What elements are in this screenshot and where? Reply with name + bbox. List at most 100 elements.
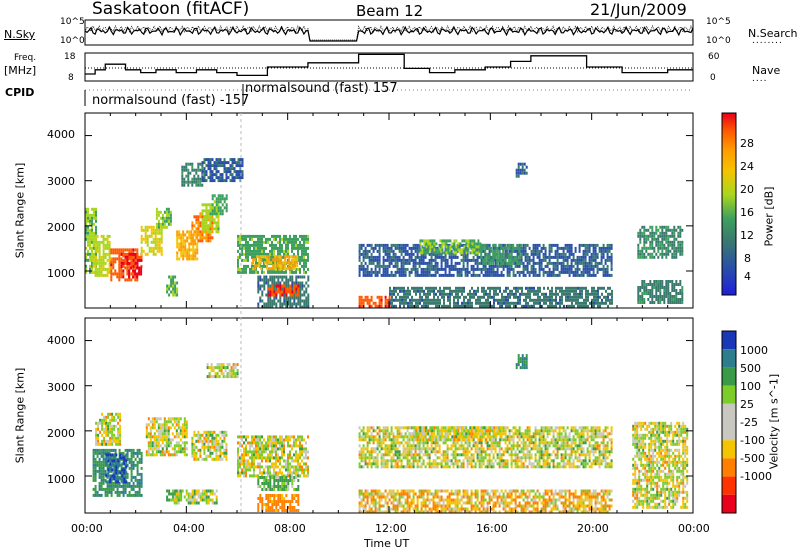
data-cell	[364, 298, 367, 302]
data-cell	[153, 453, 156, 457]
data-cell	[150, 231, 153, 235]
data-cell	[546, 273, 549, 277]
data-cell	[297, 302, 300, 306]
data-cell	[659, 280, 662, 283]
data-cell	[199, 224, 202, 228]
data-cell	[283, 255, 285, 259]
data-cell	[134, 475, 137, 479]
data-cell	[178, 233, 181, 237]
data-cell	[496, 273, 499, 277]
data-cell	[299, 296, 302, 300]
data-cell	[266, 267, 269, 271]
data-cell	[211, 218, 214, 222]
data-cell	[391, 298, 393, 302]
data-cell	[499, 301, 501, 305]
data-cell	[239, 459, 241, 463]
data-cell	[136, 481, 139, 485]
data-cell	[549, 289, 551, 293]
data-cell	[249, 465, 251, 469]
data-cell	[482, 249, 485, 253]
data-cell	[426, 264, 429, 268]
data-cell	[191, 451, 194, 455]
data-cell	[665, 231, 668, 235]
data-cell	[560, 246, 563, 250]
data-cell	[265, 240, 267, 244]
data-cell	[382, 267, 385, 271]
data-cell	[297, 290, 300, 294]
data-cell	[183, 444, 186, 448]
data-cell	[118, 490, 121, 494]
data-cell	[484, 249, 487, 253]
data-cell	[223, 158, 226, 162]
data-cell	[140, 252, 143, 256]
data-cell	[102, 487, 105, 491]
data-cell	[279, 290, 282, 294]
data-cell	[163, 210, 166, 214]
data-cell	[104, 267, 107, 271]
data-cell	[500, 258, 503, 262]
data-cell	[565, 292, 567, 296]
data-cell	[305, 281, 308, 285]
data-cell	[445, 286, 447, 290]
data-cell	[525, 171, 528, 175]
data-cell	[140, 451, 143, 455]
data-cell	[597, 301, 599, 305]
data-cell	[219, 179, 222, 183]
data-cell	[138, 451, 141, 455]
data-cell	[508, 273, 511, 277]
data-cell	[661, 280, 664, 283]
data-cell	[480, 270, 483, 274]
data-cell	[181, 441, 184, 445]
data-cell	[669, 228, 672, 232]
data-cell	[270, 261, 273, 265]
data-cell	[241, 243, 243, 247]
data-cell	[94, 472, 97, 476]
data-cell	[249, 234, 251, 238]
data-cell	[307, 296, 310, 300]
data-cell	[110, 487, 113, 491]
data-cell	[362, 298, 365, 302]
data-cell	[203, 173, 206, 177]
data-cell	[551, 286, 553, 290]
data-cell	[639, 255, 642, 259]
data-cell	[172, 498, 175, 502]
data-cell	[147, 423, 150, 427]
data-cell	[100, 487, 103, 491]
data-cell	[403, 289, 405, 293]
data-cell	[297, 296, 300, 300]
data-cell	[223, 200, 226, 204]
data-cell	[580, 258, 583, 262]
data-cell	[267, 299, 270, 303]
data-cell	[457, 289, 459, 293]
data-cell	[261, 444, 263, 448]
data-cell	[508, 249, 511, 253]
data-cell	[165, 435, 168, 439]
data-cell	[472, 264, 475, 268]
data-cell	[259, 438, 261, 442]
data-cell	[108, 255, 111, 259]
data-cell	[95, 240, 97, 244]
data-cell	[518, 252, 521, 256]
data-cell	[103, 439, 106, 443]
data-cell	[108, 258, 111, 262]
data-cell	[219, 158, 222, 162]
data-cell	[498, 246, 501, 250]
data-cell	[448, 267, 451, 271]
data-cell	[411, 301, 413, 305]
data-cell	[570, 264, 573, 268]
data-cell	[173, 426, 176, 430]
data-cell	[433, 298, 435, 302]
data-cell	[221, 173, 224, 177]
data-cell	[177, 426, 180, 430]
data-cell	[265, 305, 268, 309]
data-cell	[504, 252, 507, 256]
data-cell	[594, 273, 597, 277]
data-cell	[289, 234, 291, 238]
data-cell	[637, 234, 640, 238]
data-cell	[203, 167, 206, 171]
data-cell	[177, 450, 180, 454]
data-cell	[681, 252, 684, 256]
data-cell	[679, 246, 682, 250]
data-cell	[146, 243, 149, 247]
data-cell	[259, 435, 261, 439]
